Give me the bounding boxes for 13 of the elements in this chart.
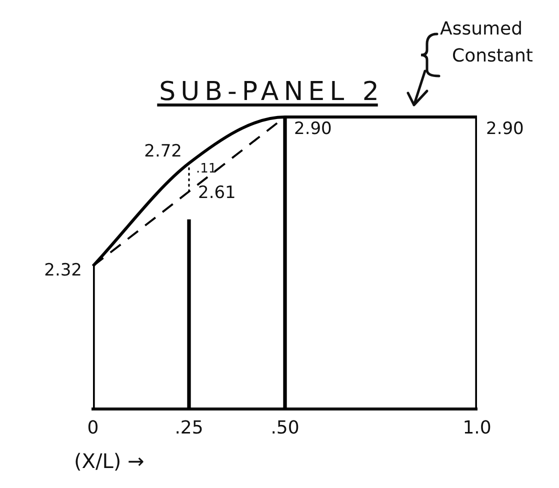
x-axis-title: (X/L) → [74, 449, 144, 474]
data-label: 2.90 [294, 118, 332, 139]
x-tick-label: .25 [174, 417, 204, 438]
data-label: 2.72 [144, 142, 182, 162]
x-tick-label: 1.0 [462, 417, 492, 438]
data-label: 2.32 [44, 260, 82, 280]
data-label: 2.61 [198, 182, 236, 203]
x-tick-label: 0 [87, 417, 99, 438]
annotation: .11 [196, 161, 217, 176]
x-tick-label: .50 [270, 417, 300, 438]
text: Assumed Constant [440, 18, 533, 67]
data-label: 2.90 [486, 118, 524, 139]
chart-title: SUB-PANEL 2 [159, 77, 384, 107]
